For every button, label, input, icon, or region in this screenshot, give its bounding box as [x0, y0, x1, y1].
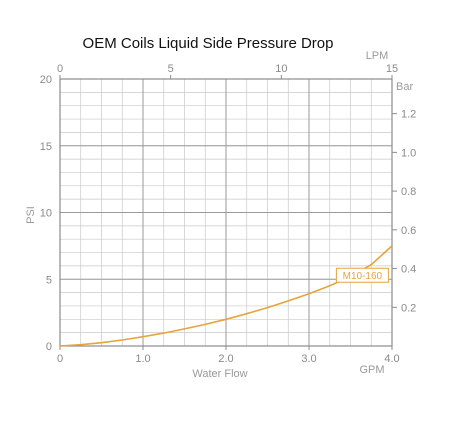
x-axis-unit: GPM [359, 364, 384, 376]
x-tick-label: 0 [57, 353, 63, 365]
y-tick-label: 5 [46, 274, 52, 286]
right-tick-label: 0.4 [401, 264, 416, 276]
top-tick-label: 5 [168, 63, 174, 75]
top-tick-label: 0 [57, 63, 63, 75]
top-tick-label: 10 [275, 63, 287, 75]
top-tick-label: 15 [386, 63, 398, 75]
y-tick-label: 10 [40, 208, 52, 220]
x-tick-label: 3.0 [301, 353, 316, 365]
right-tick-label: 0.8 [401, 186, 416, 198]
right-tick-label: 0.6 [401, 225, 416, 237]
y-tick-label: 0 [46, 341, 52, 353]
right-tick-label: 0.2 [401, 302, 416, 314]
chart-title: OEM Coils Liquid Side Pressure Drop [83, 35, 334, 52]
series-group: M10-160 [59, 245, 393, 347]
series-label-box [335, 267, 389, 283]
plot-grid [59, 78, 393, 347]
right-tick-label: 1.0 [401, 147, 416, 159]
y-axis-label: PSI [25, 206, 37, 224]
x-axis-label: Water Flow [192, 368, 247, 380]
right-tick-label: 1.2 [401, 109, 416, 121]
x-tick-label: 4.0 [384, 353, 399, 365]
x-tick-label: 1.0 [135, 353, 150, 365]
x-tick-label: 2.0 [218, 353, 233, 365]
top-axis-unit: LPM [366, 50, 389, 62]
series-label: M10-160 [343, 271, 383, 282]
tick-labels: 0 1.0 2.0 3.0 4.0 0 5 10 15 20 0 5 10 15 0.2 0.4 0.6 0.8 1… [40, 63, 417, 365]
y-tick-label: 20 [40, 74, 52, 86]
right-axis-unit: Bar [396, 81, 413, 93]
y-tick-label: 15 [40, 141, 52, 153]
